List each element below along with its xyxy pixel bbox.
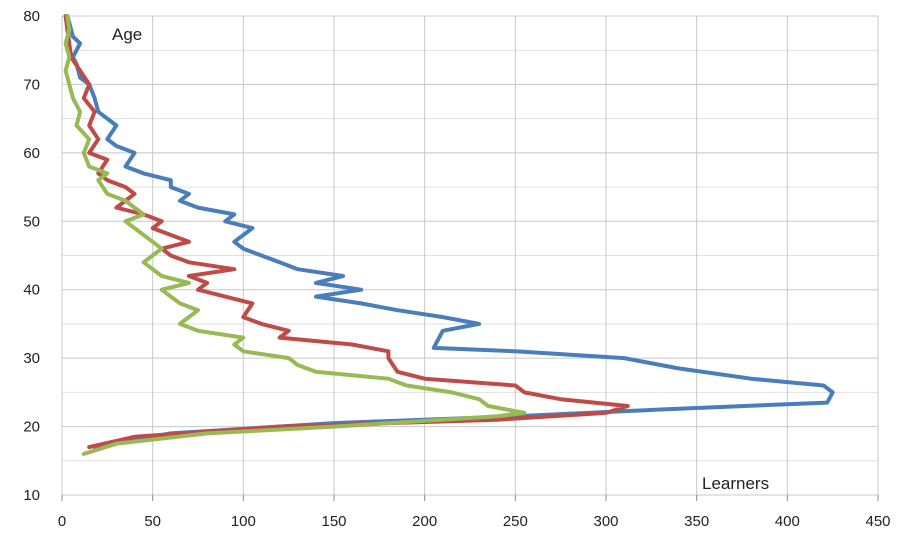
y-axis-title: Age — [112, 25, 142, 44]
series-line-2 — [63, 14, 630, 450]
y-tick-label: 20 — [23, 419, 40, 436]
x-tick-label: 0 — [58, 513, 66, 530]
series-line-1 — [65, 14, 835, 450]
x-tick-label: 50 — [144, 513, 161, 530]
x-tick-label: 100 — [231, 513, 256, 530]
x-tick-label: 450 — [865, 513, 890, 530]
x-tick-label: 150 — [321, 513, 346, 530]
y-tick-label: 80 — [23, 8, 40, 25]
y-tick-label: 40 — [23, 282, 40, 299]
y-axis-tick-labels: 10 20 30 40 50 60 70 80 — [23, 8, 40, 504]
y-tick-label: 50 — [23, 213, 40, 230]
x-tick-label: 200 — [412, 513, 437, 530]
x-tick-label: 300 — [593, 513, 618, 530]
series-group — [63, 14, 835, 456]
x-tick-label: 250 — [503, 513, 528, 530]
y-tick-label: 70 — [23, 76, 40, 93]
y-tick-label: 10 — [23, 487, 40, 504]
x-axis-tick-labels: 0 50 100 150 200 250 300 350 400 450 — [58, 513, 891, 530]
y-tick-label: 60 — [23, 145, 40, 162]
x-tick-label: 400 — [775, 513, 800, 530]
y-tick-label: 30 — [23, 350, 40, 367]
x-tick-label: 350 — [684, 513, 709, 530]
x-axis-title: Learners — [702, 474, 769, 493]
series-line-3 — [63, 14, 527, 456]
